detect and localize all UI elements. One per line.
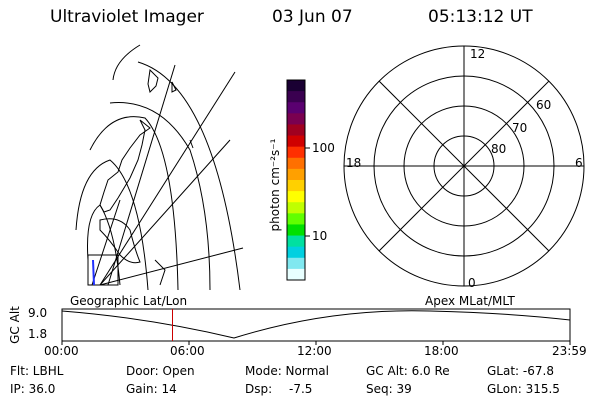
altitude-curve bbox=[61, 310, 571, 339]
altitude-x-ticks bbox=[61, 341, 571, 345]
status-dsp-label: Dsp: bbox=[245, 382, 273, 396]
map-meridian-1 bbox=[99, 71, 236, 286]
status-dsp-value: -7.5 bbox=[289, 382, 313, 396]
colorbar-unit-label: photon cm⁻²s⁻¹ bbox=[268, 138, 282, 232]
map-coastline-6 bbox=[154, 259, 166, 286]
colorbar-band bbox=[287, 102, 305, 114]
apex-panel-label: Apex MLat/MLT bbox=[425, 294, 515, 308]
colorbar-band bbox=[287, 268, 305, 281]
status-glat: GLat: -67.8 bbox=[487, 364, 554, 378]
mlat-label-70: 70 bbox=[512, 121, 528, 135]
map-coastline-2 bbox=[99, 119, 151, 213]
status-glon: GLon: 315.5 bbox=[487, 382, 560, 396]
mlt-label-0: 0 bbox=[468, 276, 476, 290]
colorbar-band bbox=[287, 191, 305, 203]
colorbar-band bbox=[287, 124, 305, 137]
altitude-ylabel: GC Alt bbox=[8, 306, 22, 344]
map-grid-arc-4 bbox=[89, 116, 179, 291]
xtick-2359: 23:59 bbox=[552, 344, 587, 358]
xtick-1800: 18:00 bbox=[424, 344, 459, 358]
colorbar-band bbox=[287, 146, 305, 159]
colorbar-band bbox=[287, 246, 305, 259]
map-grid-arc-6 bbox=[87, 204, 121, 286]
xtick-0600: 06:00 bbox=[170, 344, 205, 358]
map-coastline-1 bbox=[147, 68, 159, 93]
altitude-ytick-low: 1.8 bbox=[28, 327, 48, 341]
colorbar-band bbox=[287, 213, 305, 225]
colorbar bbox=[287, 80, 305, 281]
colorbar-band bbox=[287, 91, 305, 103]
map-frame-edge bbox=[87, 254, 119, 286]
xtick-0000: 00:00 bbox=[44, 344, 79, 358]
map-coastline-3 bbox=[99, 218, 141, 264]
status-seq: Seq: 39 bbox=[366, 382, 412, 396]
map-grid-arc-2 bbox=[137, 61, 241, 291]
mlat-label-80: 80 bbox=[491, 142, 507, 156]
mlt-label-6: 6 bbox=[575, 156, 583, 170]
colorbar-band bbox=[287, 80, 305, 92]
altitude-ytick-high: 9.0 bbox=[28, 306, 48, 320]
map-grid-arc-1 bbox=[112, 44, 141, 81]
colorbar-band bbox=[287, 202, 305, 214]
mlat-label-60: 60 bbox=[536, 98, 552, 112]
xtick-1200: 12:00 bbox=[297, 344, 332, 358]
map-coastline-4 bbox=[171, 81, 177, 93]
polar-dial bbox=[343, 45, 585, 287]
colorbar-band bbox=[287, 180, 305, 192]
colorbar-band bbox=[287, 157, 305, 170]
map-meridian-5 bbox=[91, 199, 121, 286]
colorbar-band bbox=[287, 235, 305, 248]
colorbar-band bbox=[287, 168, 305, 181]
colorbar-label-10: 10 bbox=[312, 229, 328, 243]
colorbar-band bbox=[287, 224, 305, 237]
date-label: 03 Jun 07 bbox=[272, 7, 353, 27]
colorbar-band bbox=[287, 257, 305, 270]
status-ip: IP: 36.0 bbox=[10, 382, 56, 396]
geographic-panel-label: Geographic Lat/Lon bbox=[70, 294, 188, 308]
time-label: 05:13:12 UT bbox=[428, 7, 533, 27]
colorbar-frame bbox=[286, 79, 306, 281]
status-filter: Flt: LBHL bbox=[10, 364, 64, 378]
colorbar-label-100: 100 bbox=[312, 141, 335, 155]
colorbar-band bbox=[287, 113, 305, 125]
instrument-title: Ultraviolet Imager bbox=[50, 7, 204, 27]
status-gc-alt: GC Alt: 6.0 Re bbox=[366, 364, 450, 378]
map-meridian-3 bbox=[99, 247, 244, 286]
status-mode: Mode: Normal bbox=[245, 364, 329, 378]
colorbar-band bbox=[287, 135, 305, 148]
status-door: Door: Open bbox=[126, 364, 195, 378]
map-meridian-2 bbox=[99, 139, 231, 286]
geographic-map bbox=[75, 44, 244, 291]
status-gain: Gain: 14 bbox=[126, 382, 177, 396]
satellite-track bbox=[92, 259, 95, 286]
mlt-label-12: 12 bbox=[470, 47, 486, 61]
mlt-label-18: 18 bbox=[346, 156, 362, 170]
map-coastline-5 bbox=[189, 139, 194, 149]
map-meridian-4 bbox=[107, 64, 176, 286]
map-grid-arc-3 bbox=[109, 102, 211, 291]
polar-diagonal-2 bbox=[378, 80, 550, 252]
